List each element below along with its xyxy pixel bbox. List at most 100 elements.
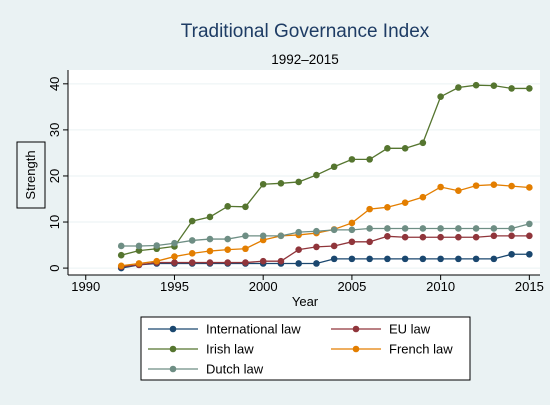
y-tick-label: 40: [47, 77, 62, 91]
data-point: [472, 81, 480, 89]
data-point: [117, 251, 125, 259]
data-point: [224, 246, 231, 253]
legend-label: French law: [389, 342, 453, 357]
data-point: [348, 156, 356, 163]
data-point: [437, 233, 444, 241]
legend-label: Irish law: [206, 342, 254, 357]
data-point: [188, 259, 196, 266]
data-point: [508, 250, 515, 258]
data-point: [366, 238, 373, 246]
data-point: [472, 233, 480, 241]
data-point: [472, 182, 480, 189]
data-point: [313, 260, 320, 267]
x-tick-label: 2015: [515, 279, 544, 294]
data-point: [295, 246, 302, 253]
data-point: [171, 253, 178, 260]
data-point: [171, 239, 178, 247]
data-point: [135, 247, 143, 254]
legend-item: Dutch law: [148, 362, 264, 377]
data-point: [348, 255, 356, 263]
data-point: [153, 242, 161, 249]
series-layer: [117, 81, 533, 272]
data-point: [508, 225, 515, 232]
data-point: [490, 82, 498, 89]
data-point: [384, 255, 391, 263]
y-axis-label: Strength: [23, 150, 38, 199]
data-point: [366, 255, 373, 263]
data-point: [455, 84, 462, 91]
series-4: [117, 220, 533, 250]
data-point: [472, 255, 480, 263]
data-point: [206, 259, 214, 266]
data-point: [437, 93, 444, 101]
data-point: [259, 232, 267, 240]
data-point: [330, 255, 338, 263]
x-tick-label: 2000: [249, 279, 278, 294]
legend-label: Dutch law: [206, 362, 264, 377]
chart-subtitle: 1992–2015: [271, 52, 339, 67]
data-point: [384, 233, 391, 240]
data-point: [277, 232, 285, 240]
data-point: [224, 203, 231, 210]
data-point: [366, 156, 373, 163]
data-point: [188, 250, 196, 257]
series-2: [117, 81, 533, 259]
data-point: [419, 233, 427, 241]
gridlines: [68, 83, 540, 269]
data-point: [348, 238, 356, 246]
y-tick-label: 30: [47, 123, 62, 137]
data-point: [490, 232, 498, 240]
data-point: [490, 181, 498, 189]
legend-swatch-marker: [169, 325, 177, 333]
legend: International law EU law Irish law French l…: [140, 316, 471, 381]
data-point: [295, 228, 302, 236]
y-tick-label: 0: [47, 264, 62, 271]
data-point: [117, 242, 125, 250]
x-tick-label: 1990: [71, 279, 100, 294]
data-point: [508, 85, 515, 92]
x-axis-label: Year: [292, 294, 319, 309]
chart-title: Traditional Governance Index: [181, 21, 430, 42]
legend-item: International law: [148, 322, 301, 337]
data-point: [242, 259, 249, 266]
data-point: [526, 220, 533, 228]
data-point: [313, 171, 320, 179]
data-point: [508, 182, 515, 190]
axes: 0 10 20 30 40 1990 1995 2000 2005 2010 2015: [47, 70, 544, 294]
data-point: [242, 245, 249, 253]
data-point: [401, 199, 409, 206]
data-point: [330, 226, 338, 234]
data-point: [437, 183, 444, 191]
y-tick-label: 20: [47, 169, 62, 183]
data-point: [401, 225, 409, 232]
data-point: [472, 225, 480, 232]
legend-item: Irish law: [148, 342, 254, 357]
data-point: [313, 243, 320, 251]
legend-label: International law: [206, 322, 301, 337]
data-point: [437, 225, 444, 232]
data-point: [401, 233, 409, 241]
data-point: [259, 257, 267, 265]
data-point: [401, 145, 409, 152]
data-point: [526, 184, 533, 191]
data-point: [135, 242, 143, 250]
data-point: [526, 232, 533, 240]
plot-area: [68, 70, 540, 275]
data-point: [330, 242, 338, 250]
data-point: [348, 226, 356, 234]
data-point: [526, 85, 533, 92]
legend-swatch-marker: [352, 345, 360, 353]
data-point: [277, 180, 285, 187]
data-point: [295, 178, 302, 186]
data-point: [188, 237, 196, 244]
data-point: [419, 139, 427, 147]
legend-swatch-marker: [352, 325, 360, 333]
data-point: [224, 235, 231, 243]
data-point: [508, 232, 515, 240]
legend-swatch-marker: [169, 345, 177, 353]
legend-item: EU law: [331, 322, 431, 337]
data-point: [419, 255, 427, 263]
data-point: [153, 257, 161, 265]
